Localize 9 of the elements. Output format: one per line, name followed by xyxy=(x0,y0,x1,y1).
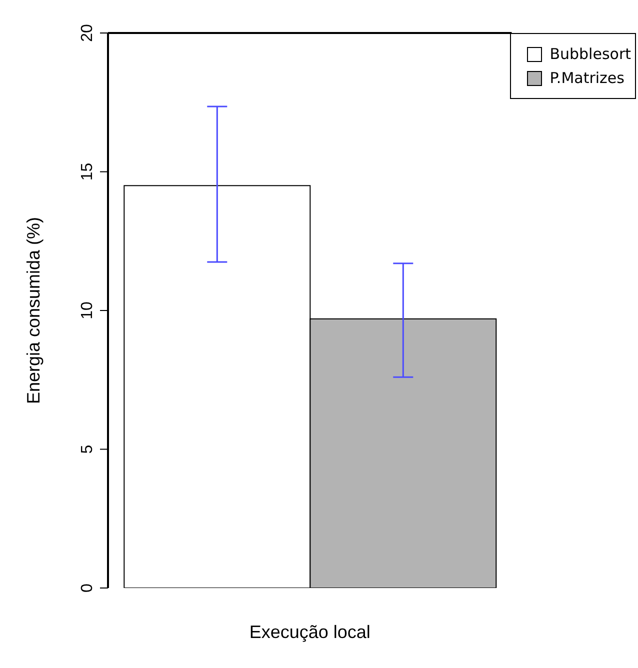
y-tick-label: 20 xyxy=(79,24,96,42)
legend-label: Bubblesort xyxy=(550,45,631,63)
y-tick-label: 15 xyxy=(79,162,96,181)
y-tick-label: 0 xyxy=(79,583,96,592)
x-axis-title: Execução local xyxy=(249,622,370,642)
y-axis-title: Energia consumida (%) xyxy=(23,216,44,404)
y-tick-label: 5 xyxy=(79,444,96,454)
y-tick-label: 10 xyxy=(79,302,96,320)
legend-label: P.Matrizes xyxy=(550,69,624,87)
